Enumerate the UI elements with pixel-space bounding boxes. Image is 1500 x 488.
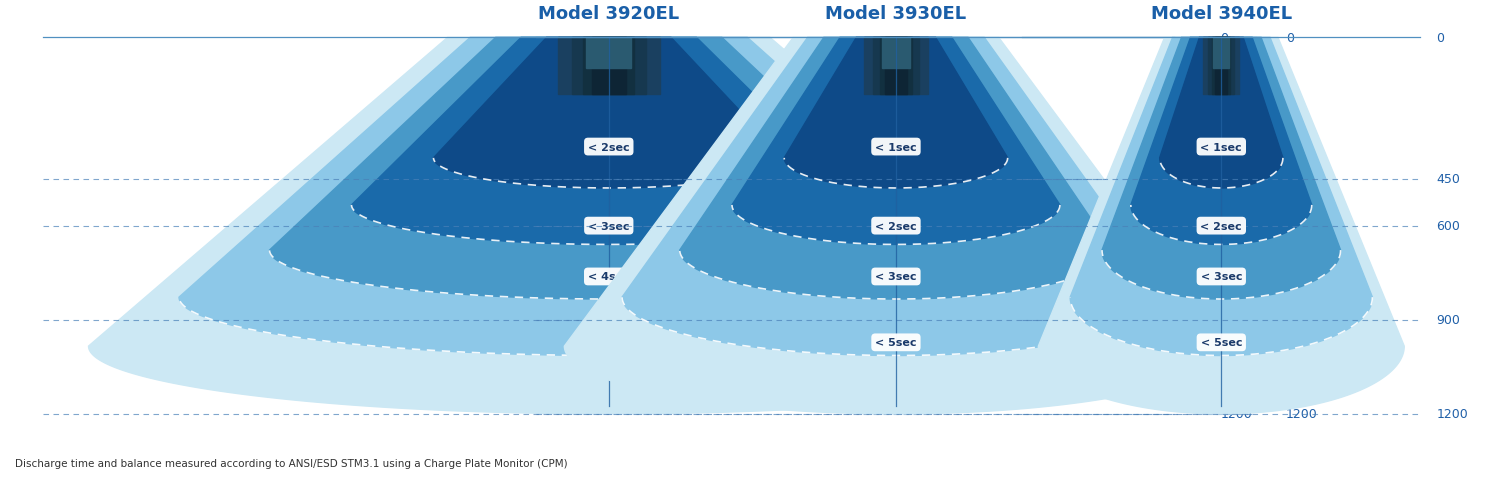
Polygon shape — [680, 38, 1112, 300]
Text: < 4sec: < 4sec — [588, 272, 630, 282]
Polygon shape — [564, 38, 1227, 414]
Polygon shape — [558, 38, 660, 95]
Text: 600: 600 — [1221, 220, 1244, 233]
Text: 600: 600 — [1437, 220, 1460, 233]
Text: < 3sec: < 3sec — [874, 272, 916, 282]
Polygon shape — [1209, 38, 1234, 95]
Text: < 6sec: < 6sec — [588, 338, 630, 347]
Polygon shape — [1070, 38, 1372, 356]
Polygon shape — [1102, 38, 1341, 300]
Text: Model 3930EL: Model 3930EL — [825, 5, 966, 23]
Text: 0: 0 — [1221, 32, 1228, 45]
Polygon shape — [1214, 38, 1230, 68]
Text: 450: 450 — [1286, 173, 1310, 186]
Text: < 3sec: < 3sec — [1200, 272, 1242, 282]
Text: Model 3940EL: Model 3940EL — [1150, 5, 1292, 23]
Text: < 1sec: < 1sec — [874, 142, 916, 152]
Polygon shape — [885, 38, 908, 95]
Polygon shape — [88, 38, 1130, 414]
Polygon shape — [1038, 38, 1404, 414]
Polygon shape — [351, 38, 866, 245]
Text: < 2sec: < 2sec — [874, 221, 916, 231]
Text: 450: 450 — [1437, 173, 1460, 186]
Polygon shape — [864, 38, 928, 95]
Polygon shape — [1160, 38, 1282, 188]
Text: 1200: 1200 — [1221, 407, 1252, 421]
Polygon shape — [178, 38, 1038, 356]
Polygon shape — [732, 38, 1060, 245]
Polygon shape — [270, 38, 948, 300]
Polygon shape — [873, 38, 919, 95]
Polygon shape — [1215, 38, 1227, 95]
Text: 1200: 1200 — [1437, 407, 1468, 421]
Polygon shape — [882, 38, 910, 68]
Text: 0: 0 — [1437, 32, 1444, 45]
Text: < 3sec: < 3sec — [588, 221, 630, 231]
Polygon shape — [592, 38, 626, 95]
Polygon shape — [1212, 38, 1230, 95]
Text: 900: 900 — [1221, 314, 1244, 326]
Text: 600: 600 — [1286, 220, 1310, 233]
Text: < 2sec: < 2sec — [588, 142, 630, 152]
Text: 450: 450 — [1221, 173, 1244, 186]
Polygon shape — [784, 38, 1008, 188]
Text: < 5sec: < 5sec — [874, 338, 916, 347]
Text: 900: 900 — [1437, 314, 1460, 326]
Text: < 5sec: < 5sec — [1200, 338, 1242, 347]
Polygon shape — [586, 38, 632, 68]
Polygon shape — [433, 38, 784, 188]
Polygon shape — [1203, 38, 1239, 95]
Polygon shape — [879, 38, 912, 95]
Text: 1200: 1200 — [1286, 407, 1317, 421]
Text: Discharge time and balance measured according to ANSI/ESD STM3.1 using a Charge : Discharge time and balance measured acco… — [15, 459, 567, 468]
Text: Model 3920EL: Model 3920EL — [538, 5, 680, 23]
Text: < 2sec: < 2sec — [1200, 221, 1242, 231]
Text: 900: 900 — [1286, 314, 1310, 326]
Polygon shape — [572, 38, 645, 95]
Polygon shape — [1131, 38, 1312, 245]
Text: 0: 0 — [1286, 32, 1293, 45]
Text: < 1sec: < 1sec — [1200, 142, 1242, 152]
Polygon shape — [584, 38, 634, 95]
Polygon shape — [622, 38, 1170, 356]
